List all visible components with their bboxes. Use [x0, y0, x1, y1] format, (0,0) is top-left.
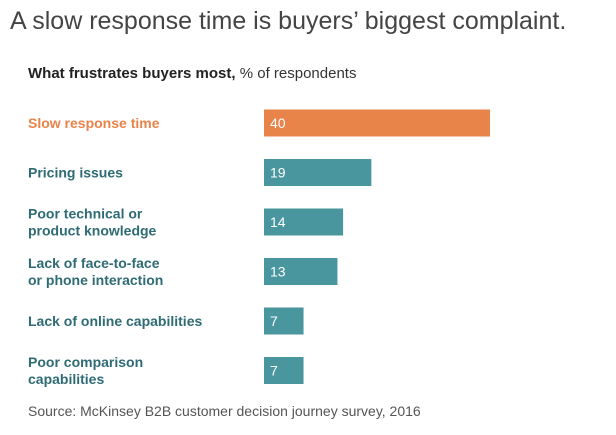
bar-0	[264, 109, 490, 137]
category-label-0: Slow response time	[28, 115, 160, 131]
subtitle-main: What frustrates buyers most,	[28, 65, 236, 82]
subtitle-unit: % of respondents	[239, 65, 357, 82]
source-note: Source: McKinsey B2B customer decision j…	[28, 403, 421, 419]
category-label-3: Lack of face-to-face or phone interaction	[28, 255, 163, 288]
bar-value-label-1: 19	[270, 165, 286, 181]
category-label-line: capabilities	[28, 371, 104, 387]
bar-2	[264, 208, 344, 236]
bar-value-label-0: 40	[270, 115, 286, 131]
category-label-1: Pricing issues	[28, 165, 123, 181]
category-label-line: or phone interaction	[28, 272, 163, 288]
category-label-2: Poor technical or product knowledge	[28, 206, 157, 239]
category-label-line: Poor technical or	[28, 206, 143, 222]
category-label-line: product knowledge	[28, 223, 157, 239]
category-label-line: Lack of face-to-face	[28, 255, 160, 271]
category-label-line: Pricing issues	[28, 165, 123, 181]
chart-subtitle: What frustrates buyers most, % of respon…	[28, 64, 356, 84]
bar-value-label-2: 14	[270, 214, 286, 230]
bar-value-label-3: 13	[270, 264, 286, 280]
category-label-line: Lack of online capabilities	[28, 313, 202, 329]
category-label-4: Lack of online capabilities	[28, 313, 202, 329]
bar-5	[264, 357, 304, 384]
bar-1	[264, 159, 372, 186]
bar-value-label-4: 7	[270, 313, 278, 329]
chart-title: A slow response time is buyers’ biggest …	[10, 7, 567, 35]
category-label-5: Poor comparison capabilities	[28, 354, 143, 387]
bar-value-label-5: 7	[270, 363, 278, 379]
category-label-line: Poor comparison	[28, 354, 143, 370]
category-label-line: Slow response time	[28, 115, 160, 131]
bar-3	[264, 258, 338, 285]
bar-4	[264, 307, 304, 335]
